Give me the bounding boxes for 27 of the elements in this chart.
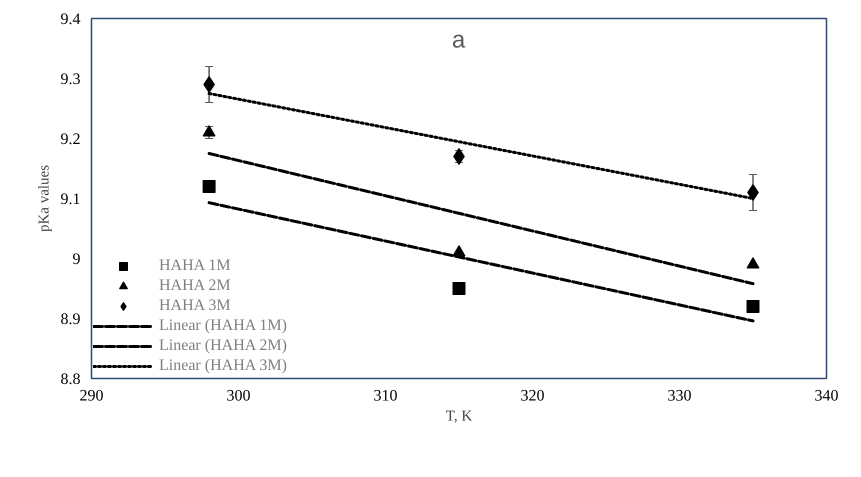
x-tick-label: 340 <box>814 388 838 404</box>
legend-label: HAHA 1M <box>159 257 231 275</box>
y-tick-label: 9.2 <box>60 131 80 148</box>
x-tick-label: 330 <box>668 388 692 404</box>
y-tick-label: 8.9 <box>60 311 80 328</box>
x-tick-label: 300 <box>226 388 250 404</box>
point <box>203 76 215 93</box>
legend-label: HAHA 3M <box>159 297 231 315</box>
x-tick-label: 310 <box>374 388 398 404</box>
x-axis-title: T, K <box>446 408 472 424</box>
y-tick-label: 9.3 <box>60 71 80 88</box>
x-tick-label: 290 <box>80 388 104 404</box>
legend-label: HAHA 2M <box>159 277 231 295</box>
y-tick-label: 8.8 <box>60 371 80 388</box>
y-tick-label: 9.1 <box>60 191 80 208</box>
legend-label: Linear (HAHA 1M) <box>159 317 287 335</box>
chart-title: a <box>452 26 466 54</box>
point <box>746 300 760 313</box>
point <box>202 180 216 193</box>
y-tick-label: 9.4 <box>60 11 80 28</box>
point <box>452 282 466 295</box>
legend-label: Linear (HAHA 2M) <box>159 337 287 355</box>
legend-label: Linear (HAHA 3M) <box>159 357 287 375</box>
point <box>747 184 759 201</box>
x-tick-label: 320 <box>520 388 544 404</box>
y-tick-label: 9 <box>72 251 80 268</box>
y-axis-title: pKa values <box>36 164 52 232</box>
